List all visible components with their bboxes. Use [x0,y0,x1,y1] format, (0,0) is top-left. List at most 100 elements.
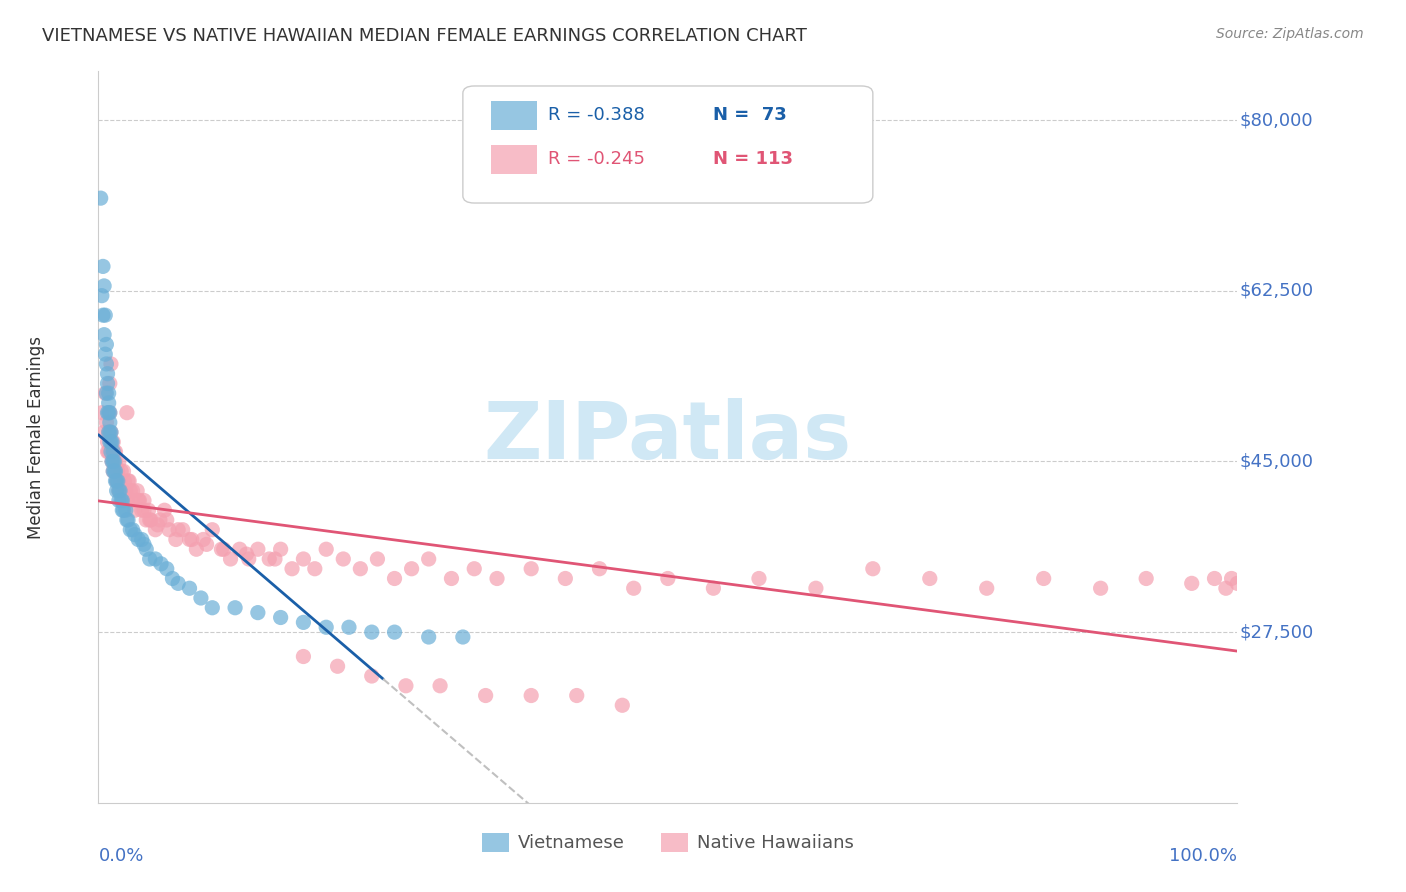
Vietnamese [132,537,155,551]
Vietnamese [94,308,117,322]
Native Hawaiians [157,523,180,537]
Native Hawaiians [976,581,998,595]
Vietnamese [201,600,224,615]
Vietnamese [104,474,127,488]
Vietnamese [90,191,112,205]
Vietnamese [190,591,212,605]
Vietnamese [97,386,120,401]
Native Hawaiians [623,581,645,595]
Native Hawaiians [401,562,423,576]
Native Hawaiians [111,483,134,498]
Vietnamese [167,576,190,591]
Vietnamese [451,630,474,644]
Native Hawaiians [97,425,120,440]
Native Hawaiians [657,572,679,586]
Native Hawaiians [104,454,127,468]
Native Hawaiians [124,503,146,517]
Native Hawaiians [349,562,371,576]
Vietnamese [108,483,131,498]
Native Hawaiians [259,552,281,566]
Native Hawaiians [127,483,149,498]
Native Hawaiians [186,542,208,557]
Native Hawaiians [139,513,162,527]
Vietnamese [101,454,124,468]
Native Hawaiians [156,513,179,527]
Native Hawaiians [440,572,463,586]
Text: Source: ZipAtlas.com: Source: ZipAtlas.com [1216,27,1364,41]
Vietnamese [337,620,360,634]
Native Hawaiians [96,416,118,430]
Native Hawaiians [121,483,143,498]
Vietnamese [97,406,120,420]
Vietnamese [98,434,121,449]
Vietnamese [100,425,122,440]
Text: $27,500: $27,500 [1240,624,1313,641]
Native Hawaiians [193,533,215,547]
Vietnamese [96,406,118,420]
Native Hawaiians [463,562,485,576]
Native Hawaiians [804,581,827,595]
Vietnamese [93,327,115,342]
Native Hawaiians [246,542,269,557]
Native Hawaiians [292,649,315,664]
Native Hawaiians [1220,572,1243,586]
Vietnamese [93,279,115,293]
Vietnamese [179,581,201,595]
Native Hawaiians [110,464,132,478]
Vietnamese [418,630,440,644]
Vietnamese [91,260,114,274]
Text: $62,500: $62,500 [1240,282,1313,300]
Native Hawaiians [146,517,169,532]
Native Hawaiians [98,406,121,420]
Text: N =  73: N = 73 [713,106,787,124]
Native Hawaiians [165,533,187,547]
FancyBboxPatch shape [463,86,873,203]
Native Hawaiians [107,464,129,478]
Native Hawaiians [554,572,576,586]
Native Hawaiians [180,533,202,547]
Native Hawaiians [135,513,157,527]
Native Hawaiians [98,376,121,391]
Vietnamese [108,483,131,498]
Native Hawaiians [121,493,143,508]
Native Hawaiians [332,552,354,566]
Vietnamese [107,474,129,488]
Vietnamese [246,606,269,620]
Native Hawaiians [486,572,509,586]
Native Hawaiians [315,542,337,557]
Vietnamese [100,444,122,458]
Native Hawaiians [117,493,139,508]
Native Hawaiians [360,669,382,683]
Native Hawaiians [429,679,451,693]
Native Hawaiians [114,483,136,498]
Native Hawaiians [1135,572,1157,586]
Vietnamese [138,552,160,566]
Native Hawaiians [132,493,155,508]
Native Hawaiians [103,444,125,458]
Vietnamese [96,386,118,401]
Vietnamese [115,513,138,527]
Vietnamese [131,533,153,547]
Vietnamese [105,474,128,488]
Vietnamese [270,610,292,624]
Native Hawaiians [304,562,326,576]
Bar [491,101,537,130]
Vietnamese [98,406,121,420]
Native Hawaiians [127,493,149,508]
Native Hawaiians [474,689,496,703]
Native Hawaiians [1181,576,1204,591]
Native Hawaiians [1226,576,1249,591]
Native Hawaiians [384,572,406,586]
Native Hawaiians [264,552,287,566]
Native Hawaiians [153,503,176,517]
Vietnamese [360,625,382,640]
Native Hawaiians [100,357,122,371]
Vietnamese [104,464,127,478]
Native Hawaiians [90,406,112,420]
Vietnamese [156,562,179,576]
Text: VIETNAMESE VS NATIVE HAWAIIAN MEDIAN FEMALE EARNINGS CORRELATION CHART: VIETNAMESE VS NATIVE HAWAIIAN MEDIAN FEM… [42,27,807,45]
Vietnamese [98,425,121,440]
Native Hawaiians [97,444,120,458]
Native Hawaiians [145,523,167,537]
Text: R = -0.245: R = -0.245 [548,150,645,168]
